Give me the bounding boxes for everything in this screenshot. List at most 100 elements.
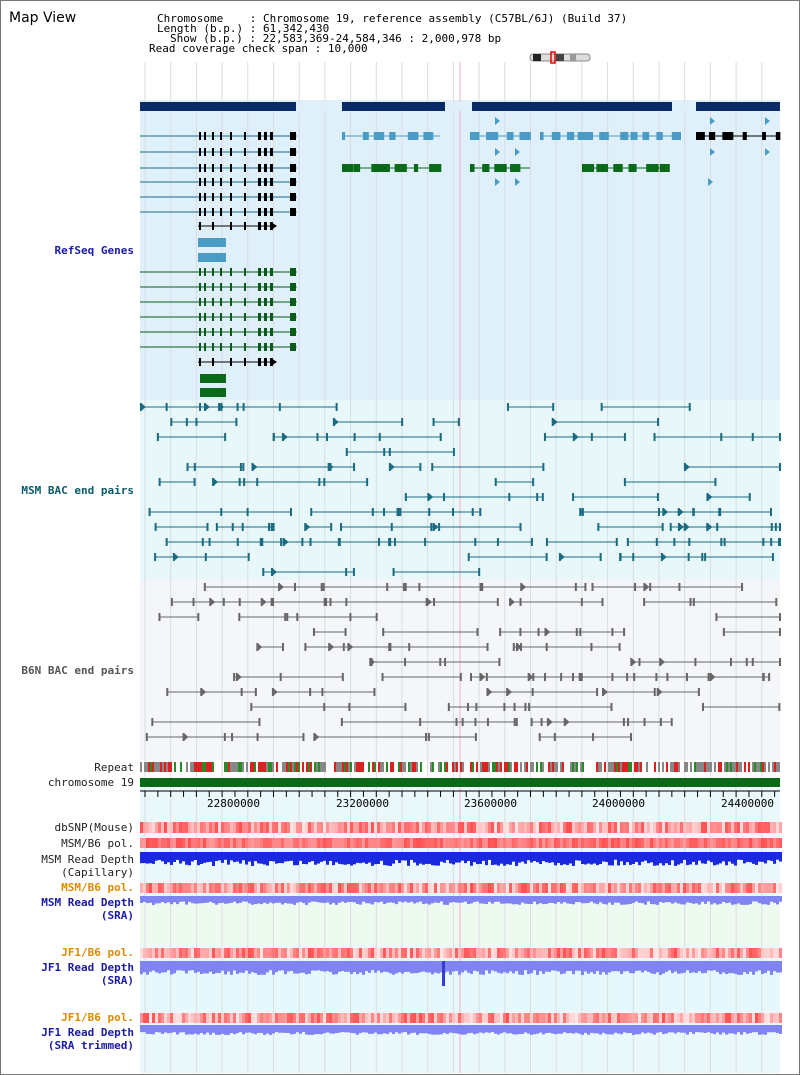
heat-cell [572, 838, 575, 848]
heat-cell [602, 1013, 605, 1023]
heat-cell [590, 838, 593, 848]
heat-cell [239, 948, 242, 958]
heat-cell [185, 838, 188, 848]
depth-bar [647, 961, 650, 973]
repeat-mark [488, 762, 490, 772]
heat-cell [533, 948, 536, 958]
repeat-mark [598, 762, 600, 772]
track-label-chromosome[interactable]: chromosome 19 [47, 776, 134, 789]
track-label-jf1-depth-sra[interactable]: JF1 Read Depth (SRA) [41, 961, 134, 987]
heat-cell [506, 838, 509, 848]
heat-cell [662, 883, 665, 893]
heat-cell [713, 838, 716, 848]
depth-bar [425, 1025, 428, 1034]
heat-cell [683, 822, 686, 833]
track-label-jf1-pol-1[interactable]: JF1/B6 pol. [61, 946, 134, 959]
bac-arrow [707, 493, 713, 501]
depth-bar [599, 896, 602, 903]
depth-bar [740, 1025, 743, 1035]
track-label-jf1-pol-2[interactable]: JF1/B6 pol. [61, 1011, 134, 1024]
heat-cell [395, 1013, 398, 1023]
depth-bar [410, 852, 413, 860]
gene-exon [212, 148, 214, 156]
track-label-msm-depth-sra[interactable]: MSM Read Depth (SRA) [41, 896, 134, 922]
heat-cell [404, 883, 407, 893]
heat-cell [215, 1013, 218, 1023]
track-label-repeat[interactable]: Repeat [94, 761, 134, 774]
depth-bar [479, 1025, 482, 1033]
depth-bar [752, 852, 755, 864]
repeat-mark [562, 762, 564, 772]
bac-end [496, 598, 499, 606]
heat-cell [629, 883, 632, 893]
depth-bar [347, 961, 350, 972]
heat-cell [335, 883, 338, 893]
depth-bar [344, 1025, 347, 1033]
track-label-jf1-depth-trimmed[interactable]: JF1 Read Depth (SRA trimmed) [41, 1026, 134, 1052]
repeat-mark [158, 762, 160, 772]
depth-bar [626, 1025, 629, 1034]
depth-bar [410, 961, 413, 974]
depth-bar [227, 961, 230, 972]
depth-bar [317, 1025, 320, 1035]
heat-cell [251, 883, 254, 893]
heat-cell [635, 1013, 638, 1023]
gene-exon [199, 343, 201, 351]
depth-bar [188, 852, 191, 866]
gene-exon [551, 132, 561, 140]
track-label-msm-pol-2[interactable]: MSM/B6 pol. [61, 881, 134, 894]
heat-cell [692, 948, 695, 958]
heat-cell [476, 822, 479, 833]
depth-bar [731, 961, 734, 974]
heat-cell [374, 822, 377, 833]
depth-bar [257, 961, 260, 975]
depth-bar [653, 852, 656, 866]
gene-exon [342, 132, 346, 140]
depth-bar [662, 852, 665, 866]
depth-bar [386, 896, 389, 903]
heat-cell [713, 883, 716, 893]
bac-end [669, 523, 672, 531]
heat-cell [578, 883, 581, 893]
heat-cell [563, 1013, 566, 1023]
heat-cell [605, 948, 608, 958]
heat-cell [425, 1013, 428, 1023]
heat-cell [575, 883, 578, 893]
depth-bar [245, 852, 248, 865]
heat-cell [173, 883, 176, 893]
gene-exon [220, 164, 222, 172]
repeat-mark [238, 762, 240, 772]
depth-bar [449, 961, 452, 975]
track-label-msm-pol-1[interactable]: MSM/B6 pol. [61, 837, 134, 850]
depth-bar [695, 896, 698, 904]
depth-bar [407, 1025, 410, 1035]
gene-exon [244, 178, 246, 186]
heat-cell [692, 822, 695, 833]
heat-cell [443, 948, 446, 958]
heat-cell [425, 948, 428, 958]
heat-cell [197, 883, 200, 893]
heat-cell [221, 1013, 224, 1023]
bac-end [506, 403, 509, 411]
depth-bar [779, 896, 782, 902]
heat-cell [545, 838, 548, 848]
depth-bar [248, 896, 251, 904]
depth-bar [530, 896, 533, 904]
repeat-mark [520, 762, 522, 772]
gene-exon [200, 388, 226, 397]
heat-cell [311, 1013, 314, 1023]
depth-bar [725, 961, 728, 975]
depth-bar [641, 896, 644, 904]
track-label-b6n-bac[interactable]: B6N BAC end pairs [21, 664, 134, 677]
track-label-refseq[interactable]: RefSeq Genes [54, 244, 134, 257]
heat-cell [620, 822, 623, 833]
depth-bar [161, 961, 164, 973]
heat-cell [686, 838, 689, 848]
depth-bar [476, 1025, 479, 1034]
track-label-msm-bac[interactable]: MSM BAC end pairs [21, 484, 134, 497]
track-label-dbsnp[interactable]: dbSNP(Mouse) [54, 821, 134, 834]
depth-bar [692, 961, 695, 973]
heat-cell [260, 838, 263, 848]
track-label-msm-depth-capillary[interactable]: MSM Read Depth (Capillary) [41, 853, 134, 879]
